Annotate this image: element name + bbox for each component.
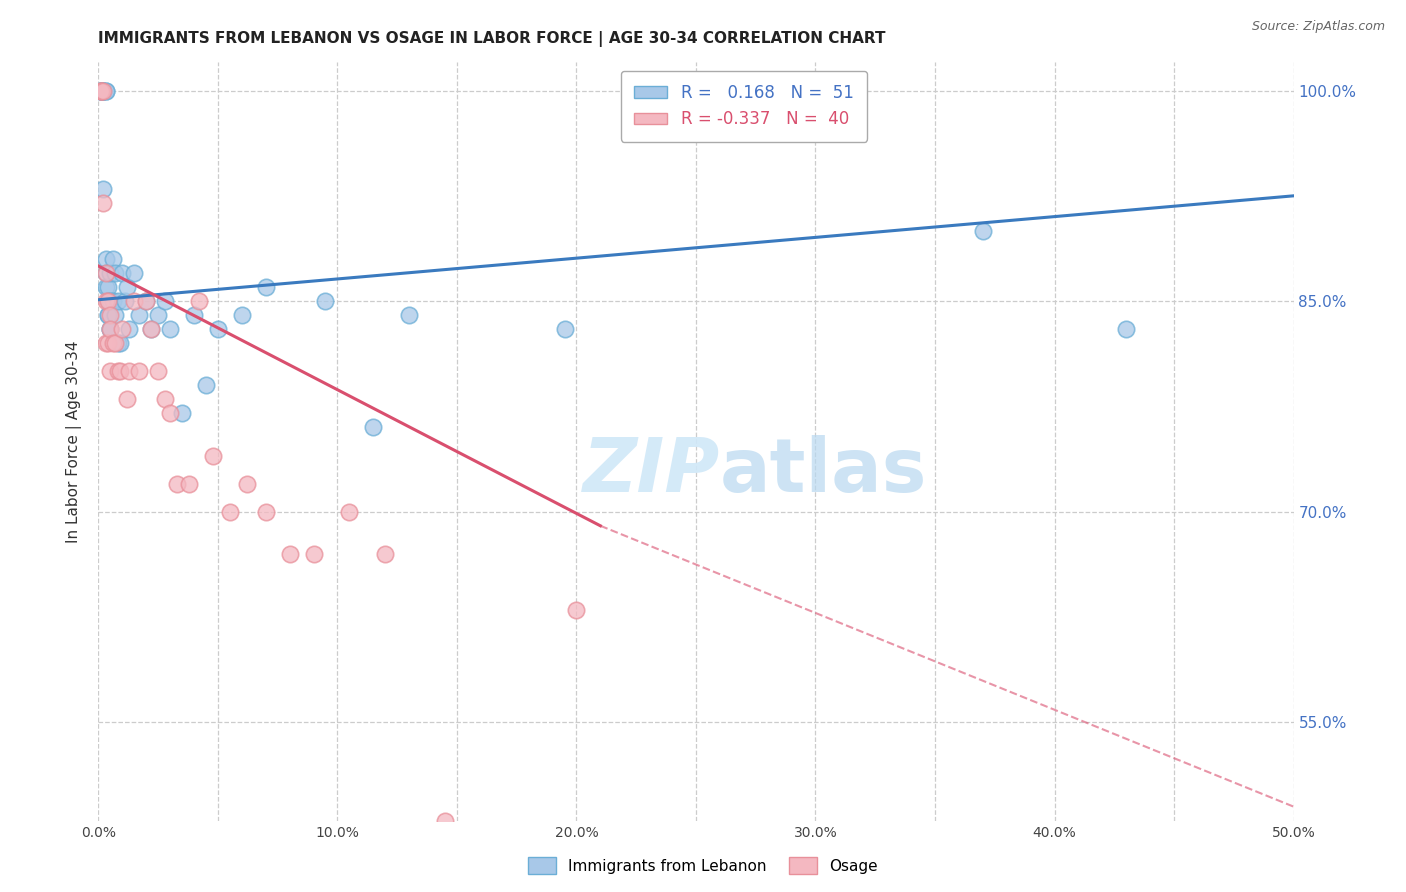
Point xyxy=(219,505,242,519)
Point xyxy=(101,294,124,309)
Point xyxy=(207,322,229,336)
Point xyxy=(101,336,124,351)
Point xyxy=(98,294,122,309)
Point xyxy=(89,83,111,97)
Point xyxy=(108,336,131,351)
Point xyxy=(302,547,325,561)
Point xyxy=(94,266,117,280)
Point xyxy=(94,294,117,309)
Point xyxy=(172,407,194,421)
Point xyxy=(104,266,127,280)
Point xyxy=(179,476,201,491)
Point xyxy=(124,266,146,280)
Point xyxy=(90,83,112,97)
Point xyxy=(231,308,253,322)
Point xyxy=(91,83,114,97)
Text: ZIP: ZIP xyxy=(582,435,720,508)
Point xyxy=(98,308,122,322)
Point xyxy=(128,308,150,322)
Point xyxy=(148,308,170,322)
Point xyxy=(111,266,134,280)
Point xyxy=(97,308,120,322)
Point xyxy=(98,322,122,336)
Point xyxy=(374,547,396,561)
Point xyxy=(972,224,994,238)
Point xyxy=(202,449,225,463)
Y-axis label: In Labor Force | Age 30-34: In Labor Force | Age 30-34 xyxy=(66,340,83,543)
Legend: R =   0.168   N =  51, R = -0.337   N =  40: R = 0.168 N = 51, R = -0.337 N = 40 xyxy=(620,70,868,142)
Text: Source: ZipAtlas.com: Source: ZipAtlas.com xyxy=(1251,20,1385,33)
Point xyxy=(195,378,218,392)
Point xyxy=(166,476,188,491)
Point xyxy=(187,294,209,309)
Point xyxy=(94,252,117,266)
Point xyxy=(235,476,257,491)
Point xyxy=(339,505,361,519)
Point xyxy=(128,364,150,378)
Point xyxy=(108,364,131,378)
Point xyxy=(315,294,337,309)
Point xyxy=(90,83,112,97)
Point xyxy=(91,195,114,210)
Point xyxy=(148,364,170,378)
Point xyxy=(98,364,122,378)
Point xyxy=(94,83,117,97)
Legend: Immigrants from Lebanon, Osage: Immigrants from Lebanon, Osage xyxy=(522,851,884,880)
Point xyxy=(114,294,136,309)
Point xyxy=(254,505,277,519)
Point xyxy=(90,83,112,97)
Point xyxy=(90,83,112,97)
Point xyxy=(124,294,146,309)
Point xyxy=(111,322,134,336)
Point xyxy=(159,322,181,336)
Point xyxy=(107,294,129,309)
Point xyxy=(107,336,129,351)
Point xyxy=(98,322,122,336)
Point xyxy=(1115,322,1137,336)
Point xyxy=(97,294,120,309)
Point xyxy=(98,266,122,280)
Point xyxy=(97,280,120,294)
Point xyxy=(254,280,277,294)
Point xyxy=(91,83,114,97)
Point xyxy=(183,308,205,322)
Point xyxy=(118,322,141,336)
Point xyxy=(434,814,457,828)
Point xyxy=(97,294,120,309)
Point xyxy=(565,603,588,617)
Point xyxy=(135,294,157,309)
Point xyxy=(98,322,122,336)
Point xyxy=(135,294,157,309)
Point xyxy=(97,336,120,351)
Point xyxy=(94,336,117,351)
Point xyxy=(91,182,114,196)
Point xyxy=(278,547,301,561)
Point xyxy=(90,83,112,97)
Point xyxy=(139,322,162,336)
Point xyxy=(104,308,127,322)
Point xyxy=(554,322,576,336)
Point xyxy=(155,392,177,407)
Point xyxy=(363,420,385,434)
Point xyxy=(94,280,117,294)
Point xyxy=(118,364,141,378)
Point xyxy=(155,294,177,309)
Point xyxy=(97,308,120,322)
Point xyxy=(159,407,181,421)
Point xyxy=(104,336,127,351)
Point xyxy=(94,266,117,280)
Point xyxy=(101,252,124,266)
Point xyxy=(107,364,129,378)
Point xyxy=(91,83,114,97)
Point xyxy=(139,322,162,336)
Point xyxy=(115,280,138,294)
Text: IMMIGRANTS FROM LEBANON VS OSAGE IN LABOR FORCE | AGE 30-34 CORRELATION CHART: IMMIGRANTS FROM LEBANON VS OSAGE IN LABO… xyxy=(98,31,886,47)
Point xyxy=(94,83,117,97)
Point xyxy=(90,83,112,97)
Point xyxy=(115,392,138,407)
Text: atlas: atlas xyxy=(720,435,927,508)
Point xyxy=(91,83,114,97)
Point xyxy=(398,308,420,322)
